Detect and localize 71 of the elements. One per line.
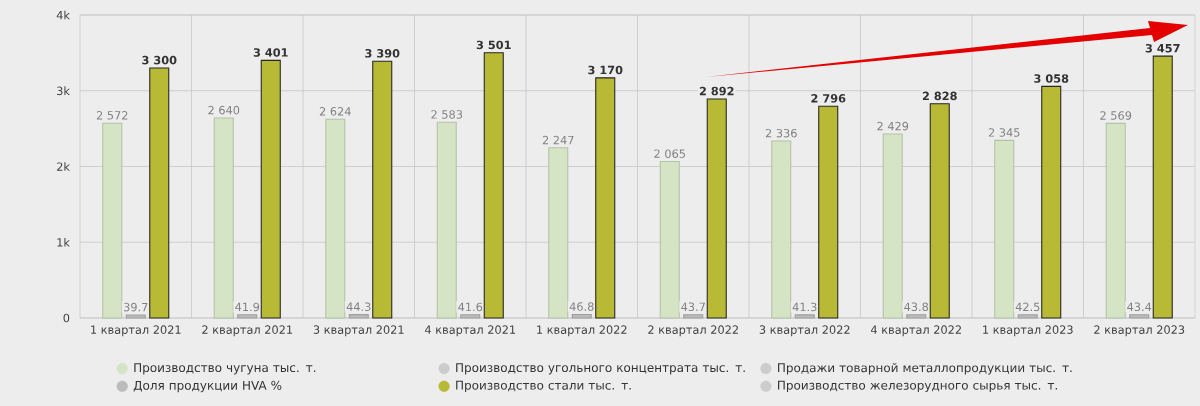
legend-label: Доля продукции HVA % [133,380,282,393]
data-label: 2 336 [765,128,797,138]
data-label: 39.7 [124,302,148,312]
data-label: 41.3 [792,302,817,312]
bar [436,121,457,319]
y-tick-label: 3k [57,86,70,96]
bar [706,98,727,319]
bar [929,103,950,319]
bar [882,133,903,319]
x-tick-label: 4 квартал 2021 [424,325,516,337]
x-tick-label: 1 квартал 2021 [91,325,181,337]
data-label: 46.8 [569,302,594,311]
bar [771,140,792,319]
data-label: 43.4 [1127,302,1152,312]
x-tick-label: 2 квартал 2021 [202,325,293,337]
y-tick-label: 0 [63,313,70,323]
bar [325,118,346,319]
data-label: 3 390 [365,49,400,58]
data-label: 41.9 [235,302,260,312]
bar [260,59,281,319]
data-label: 2 572 [96,111,128,120]
bar [818,105,839,319]
bar [994,139,1015,319]
bar [1105,122,1126,319]
legend-label: Производство угольного концентрата тыс. т. [456,363,745,375]
data-label: 2 892 [699,86,734,96]
x-tick-label: 1 квартал 2023 [983,325,1073,337]
y-tick-label: 2k [57,162,70,171]
x-tick-label: 3 квартал 2022 [759,325,850,337]
y-tick-label: 4k [56,10,70,20]
bar [548,147,569,319]
bar [1041,85,1062,319]
bar [483,52,504,319]
bar [1152,55,1173,319]
x-tick-label: 3 квартал 2021 [313,325,404,337]
data-label: 2 796 [811,94,846,103]
bar [659,161,680,319]
y-tick-label: 1k [57,237,70,247]
data-label: 2 429 [877,121,909,131]
bar [213,117,234,319]
legend-label: Производство железорудного сырья тыс. т. [778,380,1057,393]
data-label: 3 457 [1145,43,1180,53]
data-label: 44.3 [346,302,371,312]
x-tick-label: 2 квартал 2023 [1094,325,1185,337]
bar [102,122,123,319]
data-label: 2 624 [319,107,351,116]
data-label: 3 170 [588,65,623,75]
bar [372,60,393,319]
legend-label: Производство стали тыс. т. [456,380,631,393]
data-label: 2 583 [431,110,463,119]
data-label: 42.5 [1015,302,1040,312]
legend-label: Продажи товарной металлопродукции тыс. т. [778,362,1072,375]
x-tick-label: 2 квартал 2022 [648,325,738,337]
data-label: 2 640 [208,105,240,115]
data-label: 2 247 [542,135,574,145]
x-tick-label: 4 квартал 2022 [870,325,961,337]
data-label: 43.7 [681,302,705,312]
data-label: 2 065 [654,149,685,158]
data-label: 3 058 [1034,74,1069,83]
data-label: 3 300 [142,55,177,65]
x-tick-label: 1 квартал 2022 [537,325,627,337]
data-label: 43.8 [904,302,929,312]
data-label: 2 569 [1100,111,1132,120]
bar [595,77,616,319]
bar [149,67,170,319]
data-label: 2 828 [922,91,957,101]
data-label: 2 345 [988,128,1020,137]
data-label: 3 501 [476,40,511,50]
data-label: 3 401 [253,48,288,57]
data-label: 41.6 [458,302,483,312]
legend-label: Производство чугуна тыс. т. [134,363,316,375]
